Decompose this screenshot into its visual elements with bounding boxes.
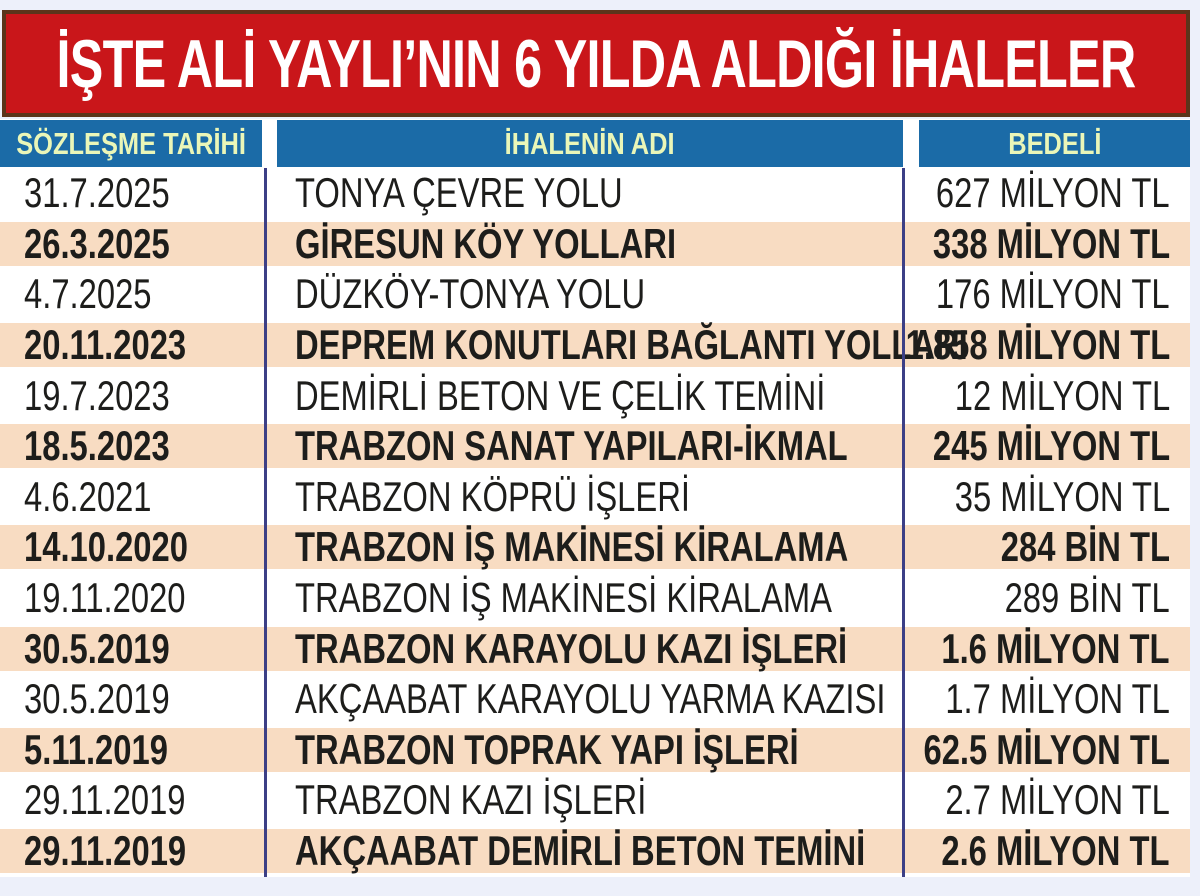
date-cell: 19.7.2023 xyxy=(24,371,170,419)
date-cell: 4.6.2021 xyxy=(24,472,152,520)
table-row: 19.7.2023 DEMİRLİ BETON VE ÇELİK TEMİNİ … xyxy=(0,371,1190,419)
tender-name-cell: TRABZON İŞ MAKİNESİ KİRALAMA xyxy=(295,574,833,622)
date-cell: 26.3.2025 xyxy=(24,219,170,267)
column-header-contract-date: SÖZLEŞME TARİHİ xyxy=(0,120,262,167)
table-row: 4.7.2025 DÜZKÖY-TONYA YOLU 176 MİLYON TL xyxy=(0,270,1190,318)
date-cell: 18.5.2023 xyxy=(24,422,170,470)
tender-name-cell: DÜZKÖY-TONYA YOLU xyxy=(295,270,646,318)
date-cell: 29.11.2019 xyxy=(24,827,187,875)
headline-banner: İŞTE ALİ YAYLI’NIN 6 YILDA ALDIĞI İHALEL… xyxy=(2,10,1190,117)
tender-name-cell: TRABZON KARAYOLU KAZI İŞLERİ xyxy=(295,624,848,672)
headline-title: İŞTE ALİ YAYLI’NIN 6 YILDA ALDIĞI İHALEL… xyxy=(56,25,1137,102)
column-header-tender-name: İHALENİN ADI xyxy=(277,120,903,167)
date-cell: 5.11.2019 xyxy=(24,725,168,773)
column-header-tender-name-label: İHALENİN ADI xyxy=(505,125,675,161)
amount-cell: 338 MİLYON TL xyxy=(932,219,1170,267)
amount-cell: 1.6 MİLYON TL xyxy=(941,624,1170,672)
amount-cell: 12 MİLYON TL xyxy=(954,371,1170,419)
table-row: 30.5.2019 TRABZON KARAYOLU KAZI İŞLERİ 1… xyxy=(0,624,1190,672)
table-row: 31.7.2025 TONYA ÇEVRE YOLU 627 MİLYON TL xyxy=(0,169,1190,217)
tender-name-cell: TRABZON TOPRAK YAPI İŞLERİ xyxy=(295,725,799,773)
date-cell: 19.11.2020 xyxy=(24,574,186,622)
amount-cell: 176 MİLYON TL xyxy=(936,270,1170,318)
tender-name-cell: TRABZON KÖPRÜ İŞLERİ xyxy=(295,472,691,520)
date-cell: 29.11.2019 xyxy=(24,776,186,824)
tender-name-cell: GİRESUN KÖY YOLLARI xyxy=(295,219,677,267)
table-row: 19.11.2020 TRABZON İŞ MAKİNESİ KİRALAMA … xyxy=(0,574,1190,622)
column-divider-right xyxy=(902,168,905,877)
tender-name-cell: AKÇAABAT DEMİRLİ BETON TEMİNİ xyxy=(295,827,866,875)
table-row: 20.11.2023 DEPREM KONUTLARI BAĞLANTI YOL… xyxy=(0,321,1190,369)
table-row: 30.5.2019 AKÇAABAT KARAYOLU YARMA KAZISI… xyxy=(0,675,1190,723)
table-row: 29.11.2019 TRABZON KAZI İŞLERİ 2.7 MİLYO… xyxy=(0,776,1190,824)
tender-name-cell: AKÇAABAT KARAYOLU YARMA KAZISI xyxy=(295,675,886,723)
column-header-contract-date-label: SÖZLEŞME TARİHİ xyxy=(16,125,246,161)
date-cell: 31.7.2025 xyxy=(24,169,170,217)
amount-cell: 35 MİLYON TL xyxy=(954,472,1170,520)
table-row: 5.11.2019 TRABZON TOPRAK YAPI İŞLERİ 62.… xyxy=(0,725,1190,773)
table-row: 26.3.2025 GİRESUN KÖY YOLLARI 338 MİLYON… xyxy=(0,219,1190,267)
amount-cell: 284 BİN TL xyxy=(1000,523,1170,571)
column-header-amount: BEDELİ xyxy=(919,120,1190,167)
date-cell: 30.5.2019 xyxy=(24,675,170,723)
tender-name-cell: TRABZON SANAT YAPILARI-İKMAL xyxy=(295,422,848,470)
date-cell: 30.5.2019 xyxy=(24,624,170,672)
amount-cell: 289 BİN TL xyxy=(1004,574,1170,622)
table-body: 31.7.2025 TONYA ÇEVRE YOLU 627 MİLYON TL… xyxy=(0,168,1190,876)
amount-cell: 1.7 MİLYON TL xyxy=(945,675,1170,723)
amount-cell: 62.5 MİLYON TL xyxy=(923,725,1170,773)
table-row: 4.6.2021 TRABZON KÖPRÜ İŞLERİ 35 MİLYON … xyxy=(0,472,1190,520)
tender-name-cell: DEMİRLİ BETON VE ÇELİK TEMİNİ xyxy=(295,371,826,419)
column-header-amount-label: BEDELİ xyxy=(1007,125,1102,161)
column-divider-left xyxy=(264,168,267,877)
date-cell: 14.10.2020 xyxy=(24,523,188,571)
tender-name-cell: TONYA ÇEVRE YOLU xyxy=(295,169,623,217)
amount-cell: 1.858 MİLYON TL xyxy=(905,321,1170,369)
amount-cell: 2.6 MİLYON TL xyxy=(941,827,1170,875)
table-row: 18.5.2023 TRABZON SANAT YAPILARI-İKMAL 2… xyxy=(0,422,1190,470)
amount-cell: 627 MİLYON TL xyxy=(936,169,1170,217)
tender-name-cell: TRABZON İŞ MAKİNESİ KİRALAMA xyxy=(295,523,849,571)
date-cell: 20.11.2023 xyxy=(24,321,187,369)
table-row: 14.10.2020 TRABZON İŞ MAKİNESİ KİRALAMA … xyxy=(0,523,1190,571)
amount-cell: 245 MİLYON TL xyxy=(932,422,1170,470)
date-cell: 4.7.2025 xyxy=(24,270,152,318)
amount-cell: 2.7 MİLYON TL xyxy=(945,776,1170,824)
tender-name-cell: TRABZON KAZI İŞLERİ xyxy=(295,776,647,824)
tender-name-cell: DEPREM KONUTLARI BAĞLANTI YOLLARI xyxy=(295,321,968,369)
table-row: 29.11.2019 AKÇAABAT DEMİRLİ BETON TEMİNİ… xyxy=(0,827,1190,875)
